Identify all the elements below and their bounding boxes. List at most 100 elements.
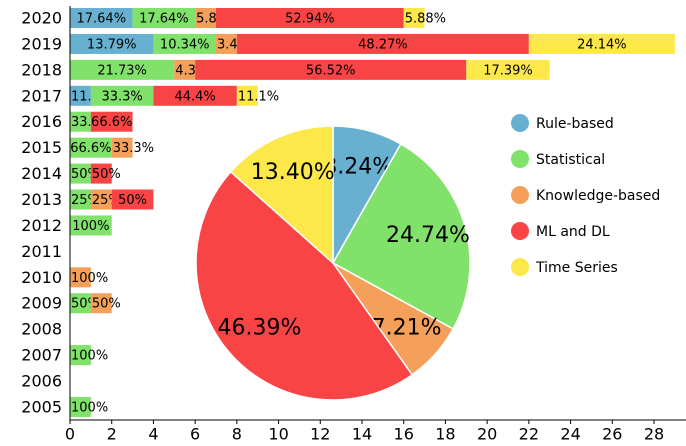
x-tick-label: 14 (352, 425, 372, 444)
bar-label: 17.39% (483, 63, 533, 78)
x-tick-label: 8 (232, 425, 242, 444)
y-tick-label: 2012 (21, 216, 62, 235)
bar-segment (70, 267, 91, 288)
legend-label: Rule-based (536, 116, 614, 132)
bar-segment (70, 111, 91, 132)
bar-segment (70, 396, 91, 417)
bar-label: 10.34% (160, 37, 210, 52)
bar-segment (528, 33, 675, 54)
bar-segment (70, 293, 91, 314)
bar-segment (236, 33, 529, 54)
bar-label: 100% (72, 219, 109, 234)
bar-segment (111, 189, 154, 210)
bar-segment (70, 215, 112, 236)
bar-label: 50% (92, 297, 121, 312)
bar-segment (236, 85, 258, 106)
y-tick-label: 2006 (21, 372, 62, 391)
bar-segment (90, 85, 154, 106)
legend-swatch (511, 258, 529, 276)
legend-swatch (511, 150, 529, 168)
bar-label: 100% (71, 400, 108, 415)
y-tick-label: 2016 (21, 112, 62, 131)
x-tick-label: 0 (65, 425, 75, 444)
legend-swatch (511, 114, 529, 132)
x-tick-label: 10 (268, 425, 288, 444)
bar-segment (132, 8, 196, 28)
bar-segment (195, 8, 216, 28)
bar-segment (70, 59, 175, 80)
legend-label: Statistical (536, 152, 605, 168)
pie-label: 46.39% (217, 316, 301, 341)
bar-label: 52.94% (285, 12, 335, 27)
x-tick-label: 22 (519, 425, 539, 444)
x-tick-label: 4 (148, 425, 158, 444)
x-tick-label: 24 (560, 425, 580, 444)
bar-segment (70, 8, 133, 28)
pie-label: 24.74% (386, 223, 470, 248)
y-tick-label: 2007 (21, 346, 62, 365)
x-tick-label: 6 (190, 425, 200, 444)
y-tick-label: 2015 (21, 138, 62, 157)
x-tick-label: 20 (477, 425, 497, 444)
bar-label: 24.14% (577, 37, 627, 52)
x-tick-label: 18 (435, 425, 455, 444)
legend-swatch (511, 222, 529, 240)
y-tick-label: 2005 (21, 397, 62, 416)
bar-label: 66.6% (91, 115, 132, 130)
x-tick-label: 16 (394, 425, 414, 444)
y-tick-label: 2020 (21, 9, 62, 28)
x-tick-label: 2 (107, 425, 117, 444)
bar-label: 17.64% (139, 12, 189, 27)
y-tick-label: 2008 (21, 320, 62, 339)
bar-segment (70, 85, 91, 106)
y-tick-label: 2017 (21, 86, 62, 105)
bar-label: 33.3% (101, 89, 142, 104)
pie-slice (229, 125, 334, 265)
bar-segment (111, 137, 133, 158)
bar-segment (174, 59, 196, 80)
bar-label: 5.88% (405, 12, 446, 27)
bar-label: 13.79% (87, 37, 137, 52)
y-tick-label: 2011 (21, 242, 62, 261)
x-tick-label: 12 (310, 425, 330, 444)
bar-segment (216, 8, 404, 28)
bar-segment (466, 59, 550, 80)
bar-label: 48.27% (358, 37, 408, 52)
pie-slice (195, 170, 414, 401)
bar-segment (90, 163, 112, 184)
legend-swatch (511, 186, 529, 204)
bar-label: 50% (118, 193, 147, 208)
y-tick-label: 2019 (21, 34, 62, 53)
bar-segment (70, 137, 112, 158)
bar-segment (90, 189, 112, 210)
bar-label: 50% (92, 167, 121, 182)
bar-segment (70, 189, 91, 210)
y-tick-label: 2014 (21, 164, 62, 183)
legend-label: ML and DL (536, 224, 610, 240)
bar-segment (70, 33, 154, 54)
bar-label: 100% (71, 271, 108, 286)
bar-label: 21.73% (97, 63, 147, 78)
bar-label: 33.3% (113, 141, 154, 156)
pie-label: 8.24% (323, 155, 393, 180)
bar-label: 100% (71, 349, 108, 364)
bar-segment (90, 111, 133, 132)
pie-slice (331, 142, 471, 330)
bar-label: 44.4% (174, 89, 215, 104)
bar-label: 66.6% (70, 141, 111, 156)
y-tick-label: 2013 (21, 190, 62, 209)
bar-segment (195, 59, 467, 80)
bar-segment (70, 163, 91, 184)
legend-label: Knowledge-based (536, 188, 660, 204)
x-tick-label: 28 (644, 425, 664, 444)
bar-segment (403, 8, 425, 28)
bar-segment (216, 33, 237, 54)
pie-label: 13.40% (251, 160, 335, 185)
bar-label: 56.52% (306, 63, 356, 78)
bar-segment (90, 293, 112, 314)
bar-segment (153, 33, 216, 54)
y-tick-label: 2018 (21, 60, 62, 79)
x-tick-label: 26 (602, 425, 622, 444)
bar-label: 17.64% (76, 12, 126, 27)
